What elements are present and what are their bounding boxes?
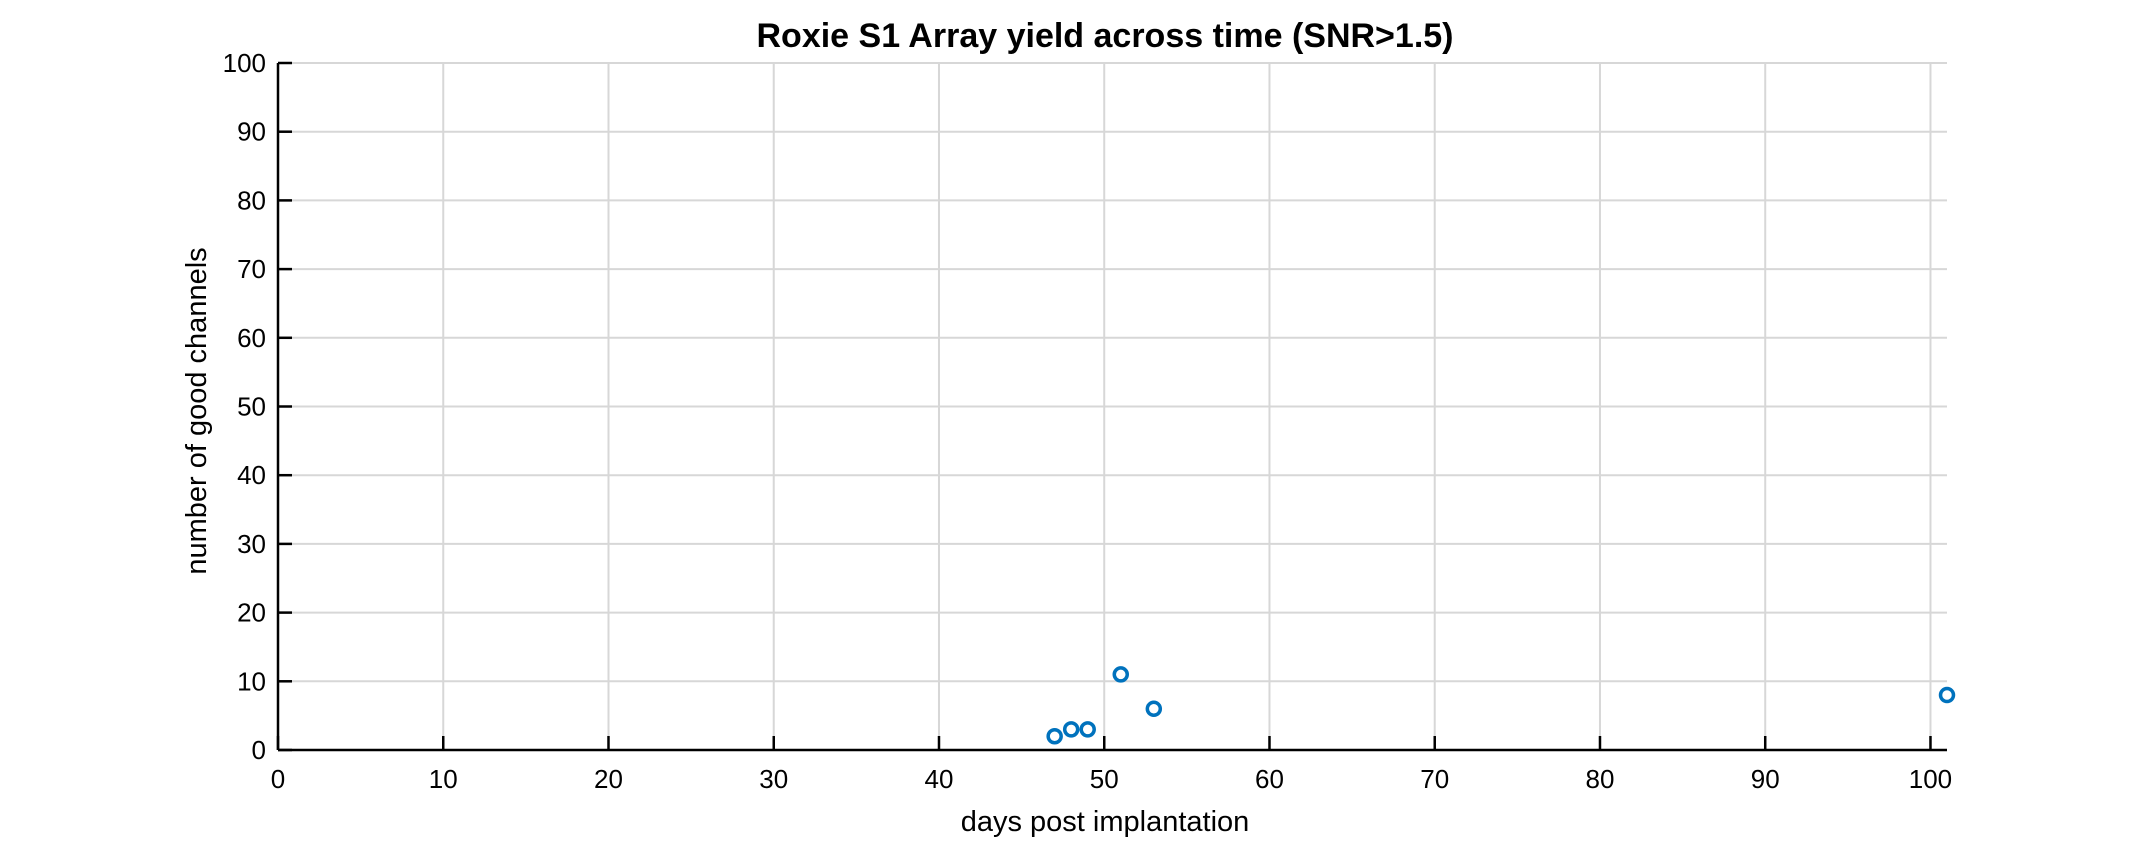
x-tick-label-50: 50: [1090, 764, 1119, 794]
x-tick-label-60: 60: [1255, 764, 1284, 794]
data-point-0-3: [1112, 666, 1130, 683]
y-tick-label-20: 20: [237, 598, 266, 628]
y-tick-label-40: 40: [237, 460, 266, 490]
data-point-0-2: [1079, 721, 1096, 738]
y-tick-label-80: 80: [237, 185, 266, 215]
x-tick-label-0: 0: [271, 764, 285, 794]
x-tick-label-70: 70: [1420, 764, 1449, 794]
y-tick-label-90: 90: [237, 117, 266, 147]
data-point-0-0: [1046, 728, 1063, 745]
grid-lines: [277, 62, 1947, 751]
x-tick-label-90: 90: [1751, 764, 1780, 794]
x-tick-label-10: 10: [429, 764, 458, 794]
x-tick-label-100: 100: [1909, 764, 1952, 794]
x-tick-label-40: 40: [925, 764, 954, 794]
data-point-0-4: [1145, 700, 1163, 718]
x-tick-label-20: 20: [594, 764, 623, 794]
chart-title: Roxie S1 Array yield across time (SNR>1.…: [757, 17, 1454, 55]
y-tick-label-0: 0: [252, 735, 266, 765]
x-tick-label-80: 80: [1586, 764, 1615, 794]
y-tick-label-60: 60: [237, 323, 266, 353]
data-point-0-1: [1062, 721, 1080, 738]
y-tick-label-50: 50: [237, 392, 266, 422]
axes: [276, 61, 1947, 752]
y-tick-label-100: 100: [223, 48, 266, 78]
y-tick-label-10: 10: [237, 666, 266, 696]
x-axis-label: days post implantation: [961, 806, 1250, 838]
tick-labels: 0 10 20 30 40 50 60 70 80 90 100 0 10 20 30 40 50 60 70 80 9…: [223, 48, 1953, 794]
data-points: [1046, 666, 1956, 745]
y-axis-label: number of good channels: [181, 247, 213, 574]
data-point-0-5: [1938, 686, 1956, 704]
x-tick-label-30: 30: [759, 764, 788, 794]
y-tick-label-70: 70: [237, 254, 266, 284]
y-tick-label-30: 30: [237, 529, 266, 559]
